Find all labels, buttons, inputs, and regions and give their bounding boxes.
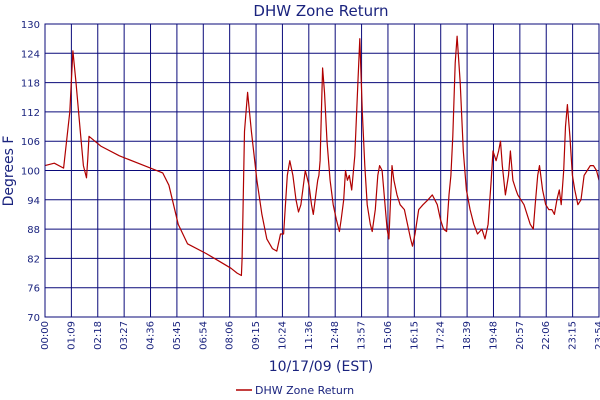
- x-tick-label: 10:24: [277, 321, 288, 350]
- x-tick-label: 09:15: [251, 321, 262, 350]
- x-tick-label: 02:18: [93, 321, 104, 350]
- x-tick-label: 23:15: [568, 321, 579, 350]
- x-tick-label: 18:39: [462, 321, 473, 350]
- y-tick-label: 124: [21, 49, 40, 60]
- y-tick-labels: 70 76 82 88 94 100 106 112 118 124 130: [21, 20, 40, 324]
- plot-frame: [44, 23, 600, 318]
- y-tick-label: 112: [21, 108, 40, 119]
- y-tick-label: 130: [21, 20, 40, 31]
- x-tick-label: 03:27: [119, 321, 130, 350]
- x-tick-label: 13:57: [357, 321, 368, 350]
- legend: DHW Zone Return: [236, 384, 354, 397]
- x-tick-label: 16:15: [409, 321, 420, 350]
- legend-label: DHW Zone Return: [255, 384, 354, 397]
- x-tick-labels: 00:00 01:09 02:18 03:27 04:36 05:45 06:54 08:06…: [40, 321, 600, 350]
- y-tick-label: 70: [27, 313, 40, 324]
- y-tick-label: 118: [21, 79, 40, 90]
- x-tick-label: 08:06: [225, 321, 236, 350]
- x-tick-label: 22:06: [541, 321, 552, 350]
- y-tick-label: 100: [21, 167, 40, 178]
- x-tick-label: 17:24: [436, 321, 447, 350]
- x-tick-label: 00:00: [40, 321, 51, 350]
- x-tick-label: 11:36: [304, 321, 315, 350]
- x-tick-label: 19:48: [488, 321, 499, 350]
- chart-title: DHW Zone Return: [253, 2, 388, 20]
- x-axis-label: 10/17/09 (EST): [269, 359, 374, 375]
- series-line-dhw-zone-return: [44, 35, 600, 277]
- series-lines: [44, 35, 600, 277]
- x-tick-label: 15:06: [383, 321, 394, 350]
- y-tick-label: 82: [27, 254, 40, 265]
- x-tick-label: 23:54: [594, 321, 600, 350]
- y-tick-label: 76: [27, 284, 40, 295]
- y-tick-label: 94: [27, 196, 40, 207]
- x-tick-label: 04:36: [146, 321, 157, 350]
- x-tick-label: 05:45: [172, 321, 183, 350]
- x-tick-label: 01:09: [66, 321, 77, 350]
- x-tick-label: 20:57: [515, 321, 526, 350]
- y-axis-label: Degrees F: [1, 136, 17, 207]
- x-tick-label: 06:54: [198, 321, 209, 350]
- x-tick-label: 12:48: [330, 321, 341, 350]
- gridlines: [44, 23, 600, 318]
- y-tick-label: 106: [21, 137, 40, 148]
- y-tick-label: 88: [27, 225, 40, 236]
